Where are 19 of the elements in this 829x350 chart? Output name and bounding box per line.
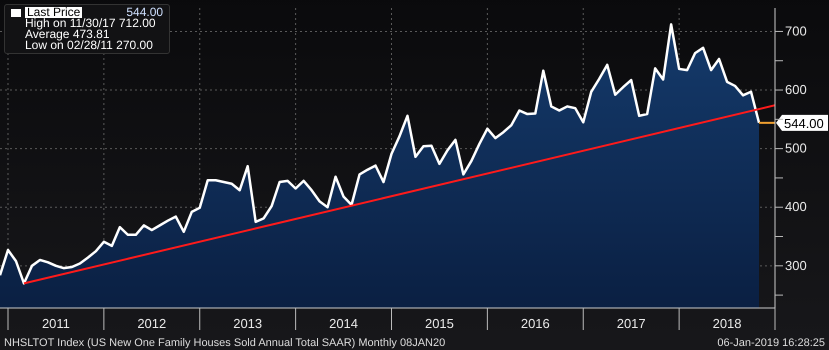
x-tick-label: 2017 bbox=[616, 316, 646, 331]
x-tick-label: 2015 bbox=[424, 316, 454, 331]
y-tick-label: 700 bbox=[785, 23, 807, 38]
annotation: High on 11/30/17 712.00 bbox=[24, 16, 156, 30]
x-tick-label: 2016 bbox=[520, 316, 550, 331]
y-tick-label: 300 bbox=[785, 258, 807, 273]
legend-label: Last Price bbox=[25, 5, 82, 19]
y-tick-label: 400 bbox=[785, 199, 807, 214]
text: NHSLTOT Index (US New One Family Houses Sold Annual Total SAAR) Monthly 08JAN20 bbox=[4, 336, 446, 350]
y-tick-label: 600 bbox=[785, 82, 807, 98]
annotation: 544.00 bbox=[126, 5, 164, 19]
x-tick-label: 2011 bbox=[42, 316, 70, 331]
text: 06-Jan-2019 16:28:25 bbox=[717, 336, 825, 350]
x-tick-label: 2014 bbox=[329, 316, 358, 331]
x-tick-label: 2018 bbox=[712, 316, 742, 331]
ref-line-label: 544.00 bbox=[784, 116, 824, 131]
x-tick-label: 2012 bbox=[137, 316, 166, 331]
x-tick-label: 2013 bbox=[233, 316, 262, 331]
y-tick-label: 500 bbox=[785, 140, 807, 156]
